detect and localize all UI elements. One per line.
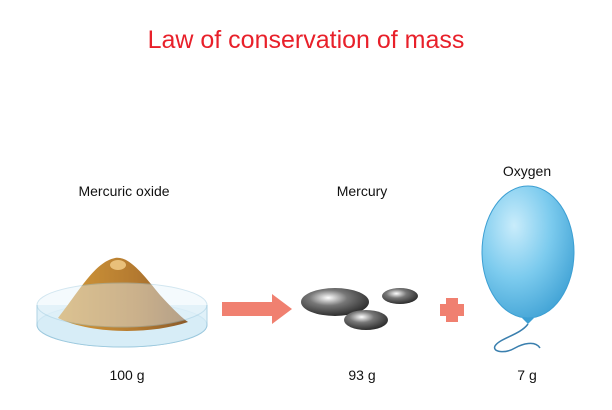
item-label: Oxygen (503, 163, 551, 179)
plus-sign (440, 298, 464, 322)
item-label: Mercuric oxide (78, 183, 169, 199)
mass-label: 93 g (348, 367, 375, 383)
petri-dish (36, 257, 208, 348)
mass-label: 7 g (517, 367, 536, 383)
arrow (222, 294, 292, 324)
balloon (481, 185, 575, 353)
item-label: Mercury (337, 183, 388, 199)
title: Law of conservation of mass (148, 26, 465, 54)
mass-label: 100 g (109, 367, 144, 383)
mercury-drops (301, 288, 418, 330)
